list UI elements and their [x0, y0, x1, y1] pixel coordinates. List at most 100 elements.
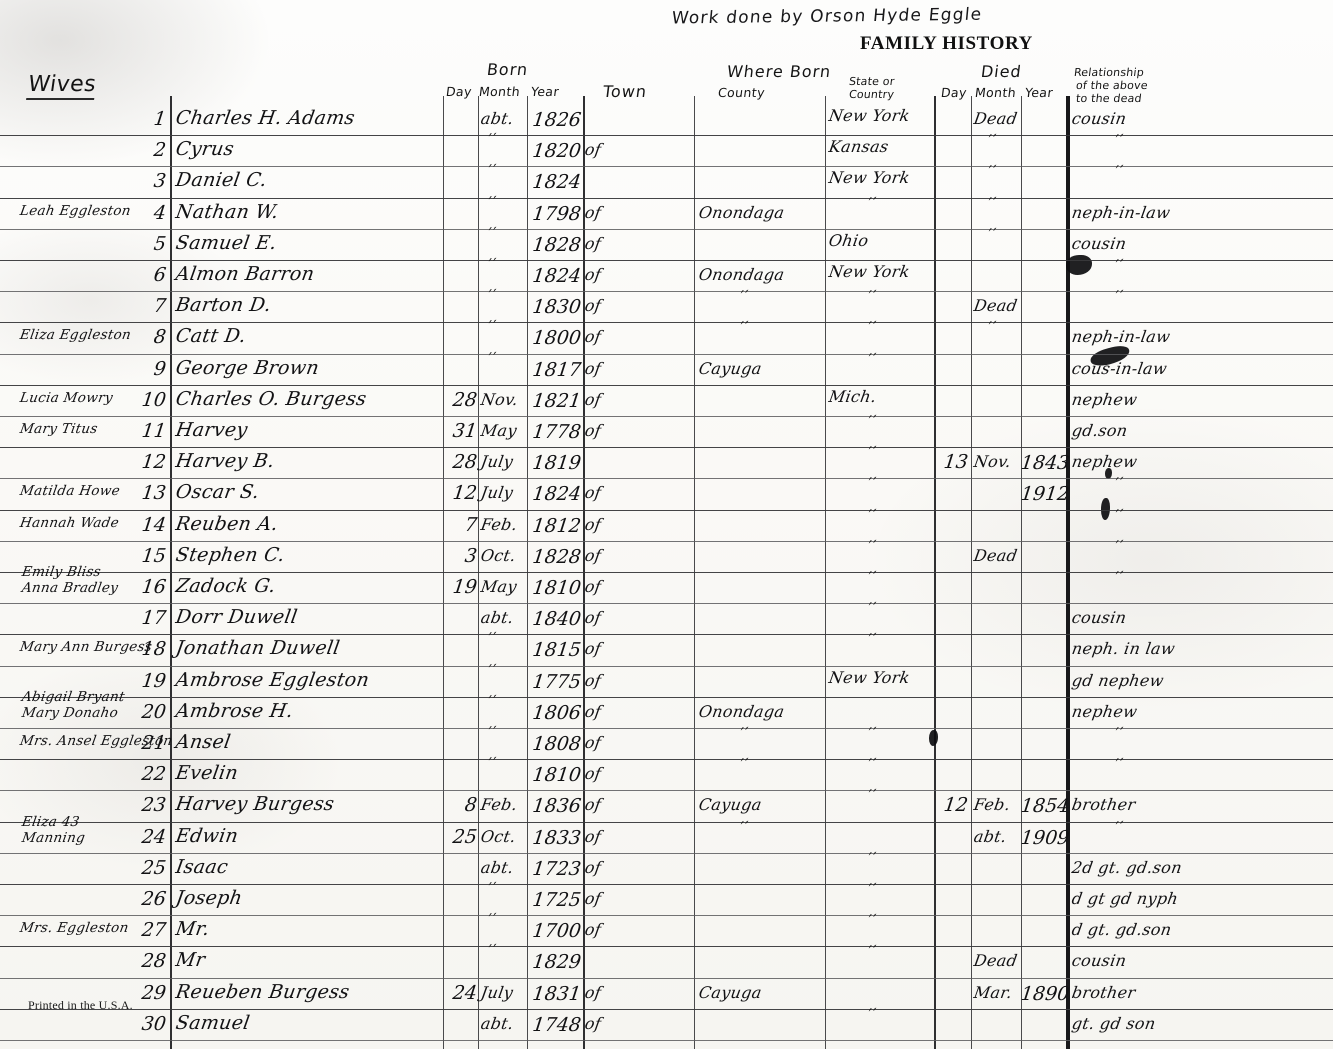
ink-blot-5: [929, 730, 938, 746]
born-day: 19: [451, 576, 479, 598]
row-number: 9: [152, 357, 168, 380]
relationship: nephew: [1070, 452, 1139, 472]
born-day-header: Day: [445, 84, 473, 99]
row-number: 10: [140, 388, 168, 411]
died-month-header: Month: [974, 85, 1018, 100]
relationship: 2d gt. gd.son: [1070, 857, 1184, 877]
grid-hline: [0, 884, 1333, 885]
born-month: abt.: [479, 608, 516, 628]
relationship: gt. gd son: [1070, 1013, 1158, 1033]
died-day: 12: [942, 794, 970, 817]
born-year: 1812: [531, 514, 583, 537]
born-day: 28: [451, 451, 479, 474]
relationship: cous-in-law: [1070, 358, 1169, 378]
grid-hline: [0, 416, 1333, 417]
wife-name: Lucia Mowry: [18, 389, 115, 406]
relationship: cousin: [1070, 608, 1128, 628]
relationship: gd.son: [1070, 421, 1130, 440]
row-number: 14: [140, 513, 168, 536]
row-number: 18: [140, 638, 168, 661]
wife-name: Mrs. Eggleston: [18, 920, 130, 937]
state-or-country: New York: [827, 168, 912, 188]
born-month: abt.: [479, 1013, 516, 1033]
person-name: Ambrose H.: [174, 699, 295, 722]
relationship: neph-in-law: [1070, 327, 1172, 347]
state-or-country: Kansas: [827, 137, 891, 157]
person-name: Harvey: [174, 419, 250, 441]
wife-name: Mary Donaho: [20, 704, 120, 721]
born-year: 1829: [531, 951, 583, 974]
row-number: 12: [140, 451, 168, 474]
town: of: [583, 889, 603, 908]
row-number: 16: [140, 576, 168, 598]
born-month: Oct.: [479, 826, 518, 846]
ink-blot-3: [1101, 498, 1110, 520]
relationship: cousin: [1070, 233, 1128, 253]
town: of: [583, 577, 603, 596]
relationship-header-line1: Relationship: [1073, 66, 1145, 79]
born-day: 3: [463, 544, 479, 567]
grid-hline: [0, 946, 1333, 947]
grid-hline: [0, 385, 1333, 386]
grid-hline: [0, 759, 1333, 760]
grid-hline: [0, 1009, 1333, 1010]
town: of: [583, 483, 603, 503]
wife-name: Abigail Bryant: [20, 688, 126, 705]
relationship: cousin: [1070, 109, 1128, 128]
born-day: 24: [451, 981, 479, 1004]
person-name: Ambrose Eggleston: [174, 668, 371, 691]
born-year: 1819: [531, 452, 583, 475]
state-or-country: New York: [827, 667, 912, 687]
grid-hline: [0, 697, 1333, 698]
died-year: 1912: [1019, 483, 1071, 506]
county: Cayuga: [697, 358, 764, 378]
state-or-country: New York: [827, 262, 912, 281]
died-month: Dead: [972, 951, 1019, 971]
grid-hline: [0, 135, 1333, 136]
town: of: [583, 639, 603, 659]
person-name: Catt D.: [174, 325, 248, 348]
wife-name: Mary Titus: [18, 421, 99, 437]
born-year: 1833: [531, 826, 583, 849]
born-year: 1830: [531, 296, 583, 319]
died-month: Nov.: [972, 452, 1013, 472]
relationship: d gt. gd.son: [1070, 920, 1174, 940]
died-year: 1843: [1019, 452, 1071, 475]
row-number: 22: [140, 763, 168, 786]
born-month: May: [479, 577, 519, 596]
born-day: 12: [451, 482, 479, 505]
relationship-header-line3: to the dead: [1075, 92, 1143, 105]
born-year: 1725: [531, 889, 583, 911]
town: of: [583, 233, 603, 253]
born-year: 1810: [531, 577, 583, 599]
person-name: Stephen C.: [174, 543, 287, 566]
born-month: abt.: [479, 857, 516, 877]
grid-hline: [0, 291, 1333, 292]
relationship-header-line2: of the above: [1075, 79, 1149, 92]
grid-hline: [0, 510, 1333, 511]
row-number: 21: [140, 732, 168, 754]
grid-hline: [0, 198, 1333, 199]
row-number: 17: [140, 607, 168, 630]
died-year: 1890: [1019, 982, 1071, 1005]
state-or-header-line1: State or: [848, 75, 896, 88]
born-year: 1824: [531, 483, 583, 506]
relationship: neph. in law: [1070, 639, 1177, 659]
ink-blot-4: [1105, 468, 1112, 479]
born-year: 1821: [531, 389, 583, 412]
county: Onondaga: [697, 701, 786, 721]
row-number: 25: [140, 856, 168, 879]
born-year: 1815: [531, 639, 583, 662]
died-month: Dead: [972, 545, 1019, 565]
born-day: 25: [451, 825, 479, 848]
grid-hline: [0, 447, 1333, 448]
town: of: [583, 795, 603, 815]
town: of: [583, 670, 603, 690]
person-name: Jonathan Duwell: [174, 637, 342, 660]
town: of: [583, 421, 603, 440]
town: of: [583, 920, 603, 940]
died-group-header: Died: [979, 62, 1023, 81]
person-name: Barton D.: [174, 294, 273, 317]
born-year: 1808: [531, 733, 583, 755]
town: of: [583, 764, 603, 784]
